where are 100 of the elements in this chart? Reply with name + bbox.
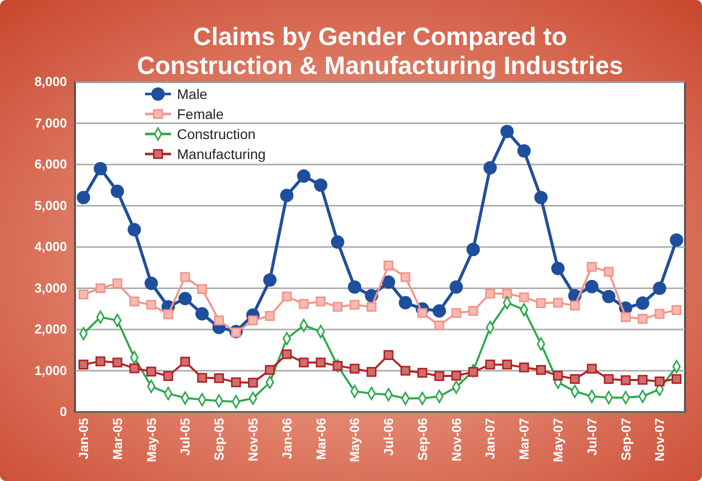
- point: [604, 266, 614, 277]
- point: [214, 315, 224, 326]
- chart-title: Claims by Gender Compared to Construction & Manufacturing Industries: [136, 23, 624, 80]
- point: [282, 349, 292, 360]
- point: [552, 370, 563, 381]
- point: [636, 296, 650, 310]
- point: [366, 367, 376, 377]
- point: [551, 262, 565, 276]
- point: [314, 178, 328, 192]
- point: [534, 190, 548, 204]
- point: [434, 371, 444, 382]
- point: [95, 283, 106, 294]
- y-tick-label: 5,000: [34, 198, 67, 213]
- point: [316, 358, 326, 368]
- y-tick-label: 3,000: [34, 280, 67, 296]
- point: [400, 272, 410, 282]
- point: [502, 360, 512, 370]
- point: [129, 363, 140, 374]
- x-tick-label: Jul-05: [178, 418, 193, 456]
- point: [197, 372, 208, 383]
- point: [451, 308, 462, 318]
- y-tick-label: 2,000: [34, 322, 67, 337]
- x-tick-label: Jul-07: [584, 418, 600, 456]
- y-tick-label: 4,000: [34, 239, 67, 254]
- point: [417, 368, 428, 378]
- y-tick-label: 7,000: [34, 115, 67, 130]
- point: [384, 260, 394, 270]
- point: [146, 366, 156, 377]
- point: [78, 290, 88, 300]
- point: [248, 378, 258, 388]
- point: [450, 280, 463, 294]
- point: [451, 370, 462, 381]
- point: [231, 377, 241, 388]
- point: [417, 308, 428, 318]
- y-tick-label: 8,000: [34, 74, 67, 90]
- point: [432, 304, 446, 318]
- x-tick-label: Jan-05: [76, 418, 92, 460]
- point: [670, 233, 684, 247]
- point: [536, 364, 546, 375]
- y-tick-label: 1,000: [34, 362, 67, 378]
- point: [248, 315, 258, 326]
- point: [468, 367, 478, 377]
- point: [468, 306, 478, 316]
- point: [163, 371, 174, 382]
- y-tick-label: 0: [60, 404, 67, 420]
- point: [638, 314, 648, 324]
- point: [366, 302, 376, 312]
- legend-label: Female: [177, 106, 224, 122]
- legend-label: Manufacturing: [177, 146, 266, 162]
- x-tick-label: Mar-06: [313, 418, 328, 460]
- x-tick-label: Jul-06: [381, 418, 396, 456]
- point: [620, 312, 631, 322]
- point: [129, 296, 140, 306]
- point: [195, 307, 209, 320]
- point: [297, 169, 310, 183]
- point: [398, 296, 412, 310]
- point: [654, 308, 665, 319]
- x-tick-label: Mar-07: [516, 418, 532, 460]
- x-tick-label: Sep-06: [414, 418, 430, 461]
- point: [332, 360, 343, 371]
- point: [180, 272, 190, 282]
- point: [384, 350, 394, 360]
- x-tick-label: Nov-06: [448, 418, 464, 462]
- point: [264, 310, 275, 321]
- point: [466, 242, 480, 256]
- y-tick-label: 6,000: [34, 156, 67, 172]
- point: [163, 309, 174, 320]
- point: [298, 298, 309, 309]
- point: [330, 235, 344, 249]
- point: [146, 300, 156, 310]
- x-tick-label: Jan-07: [482, 418, 498, 460]
- point: [536, 298, 546, 308]
- point: [95, 356, 106, 366]
- point: [214, 373, 224, 384]
- point: [638, 374, 648, 385]
- point: [178, 292, 192, 306]
- point: [350, 364, 360, 374]
- point: [298, 358, 309, 368]
- point: [586, 364, 597, 374]
- point: [78, 360, 88, 370]
- x-tick-label: May-05: [144, 418, 159, 462]
- point: [586, 262, 597, 272]
- x-tick-label: Sep-05: [212, 418, 227, 461]
- legend-label: Male: [177, 86, 208, 102]
- point: [672, 305, 682, 316]
- x-tick-label: May-07: [550, 418, 566, 462]
- point: [263, 273, 277, 287]
- point: [112, 358, 122, 368]
- point: [570, 300, 580, 311]
- point: [316, 296, 326, 306]
- point: [400, 366, 410, 376]
- point: [434, 320, 444, 330]
- point: [652, 282, 666, 295]
- point: [485, 288, 496, 299]
- point: [552, 298, 563, 308]
- point: [517, 144, 531, 158]
- point: [602, 290, 616, 304]
- x-tick-label: May-06: [347, 418, 362, 462]
- point: [180, 356, 190, 367]
- x-tick-label: Nov-07: [652, 418, 668, 462]
